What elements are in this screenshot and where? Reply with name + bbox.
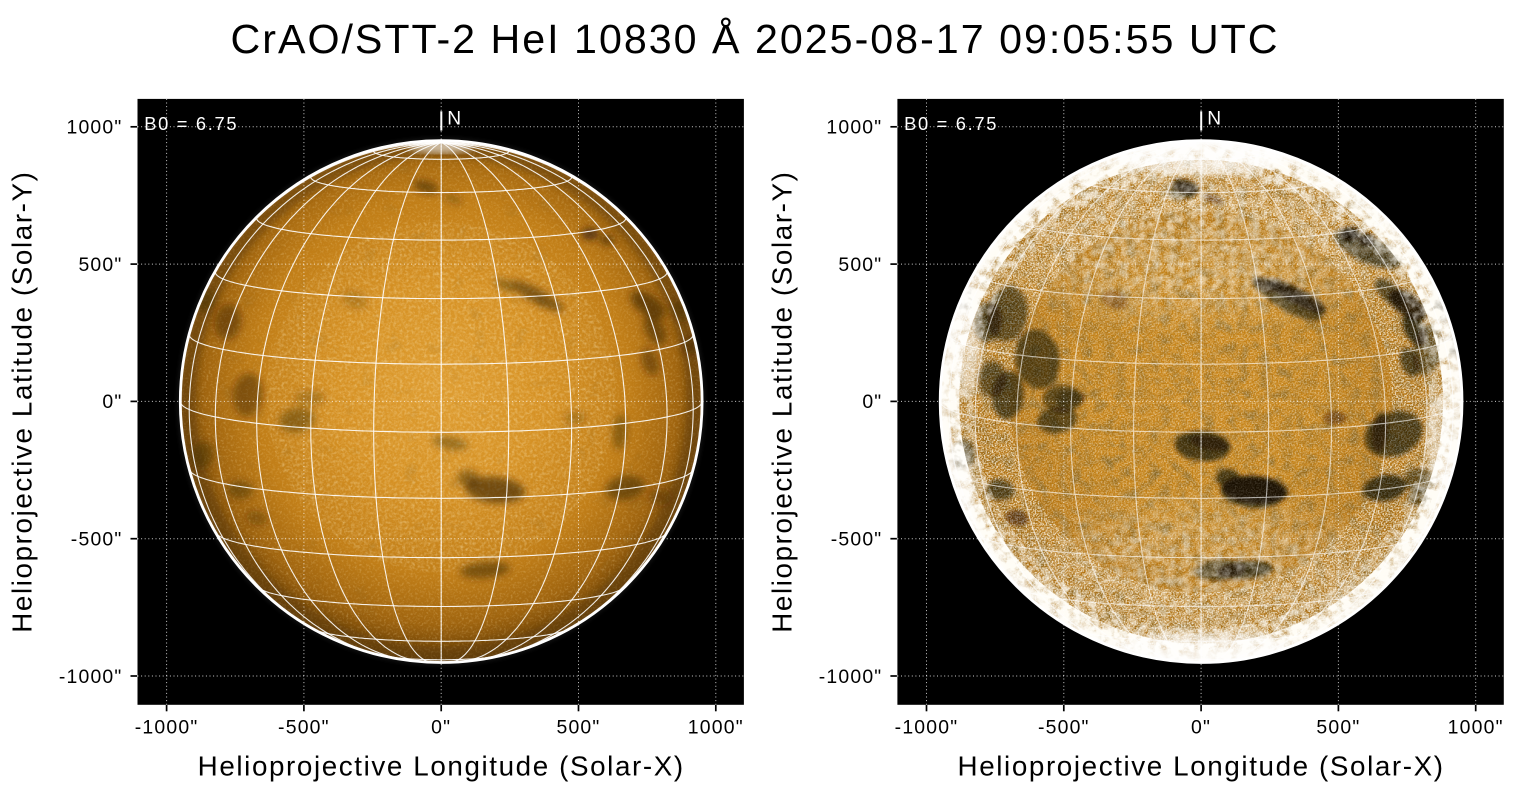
- svg-text:500": 500": [78, 254, 122, 276]
- svg-text:Helioprojective Latitude (Sola: Helioprojective Latitude (Solar-Y): [6, 170, 37, 632]
- svg-text:0": 0": [102, 391, 122, 413]
- svg-text:-1000": -1000": [895, 717, 959, 739]
- svg-text:1000": 1000": [1448, 717, 1504, 739]
- svg-text:Helioprojective Longitude (Sol: Helioprojective Longitude (Solar-X): [198, 750, 685, 781]
- svg-text:500": 500": [838, 254, 882, 276]
- svg-text:-1000": -1000": [819, 666, 883, 688]
- svg-text:-500": -500": [278, 717, 330, 739]
- svg-text:-1000": -1000": [59, 666, 123, 688]
- svg-text:B0 = 6.75: B0 = 6.75: [904, 113, 998, 134]
- svg-text:Helioprojective Latitude (Sola: Helioprojective Latitude (Solar-Y): [766, 170, 797, 632]
- svg-text:Helioprojective Longitude (Sol: Helioprojective Longitude (Solar-X): [958, 750, 1445, 781]
- svg-text:500": 500": [556, 717, 600, 739]
- svg-text:B0 = 6.75: B0 = 6.75: [144, 113, 238, 134]
- svg-text:CrAO/STT-2 HeI 10830 Å 2025-08: CrAO/STT-2 HeI 10830 Å 2025-08-17 09:05:…: [231, 16, 1280, 62]
- svg-text:1000": 1000": [66, 117, 122, 139]
- svg-text:-500": -500": [71, 529, 123, 551]
- svg-text:0": 0": [862, 391, 882, 413]
- svg-text:0": 0": [431, 717, 451, 739]
- svg-text:1000": 1000": [826, 117, 882, 139]
- svg-text:-500": -500": [831, 529, 883, 551]
- svg-text:N: N: [1207, 108, 1221, 129]
- svg-text:-1000": -1000": [135, 717, 199, 739]
- svg-text:0": 0": [1191, 717, 1211, 739]
- svg-text:-500": -500": [1038, 717, 1090, 739]
- svg-text:500": 500": [1316, 717, 1360, 739]
- svg-text:N: N: [447, 108, 461, 129]
- svg-text:1000": 1000": [688, 717, 744, 739]
